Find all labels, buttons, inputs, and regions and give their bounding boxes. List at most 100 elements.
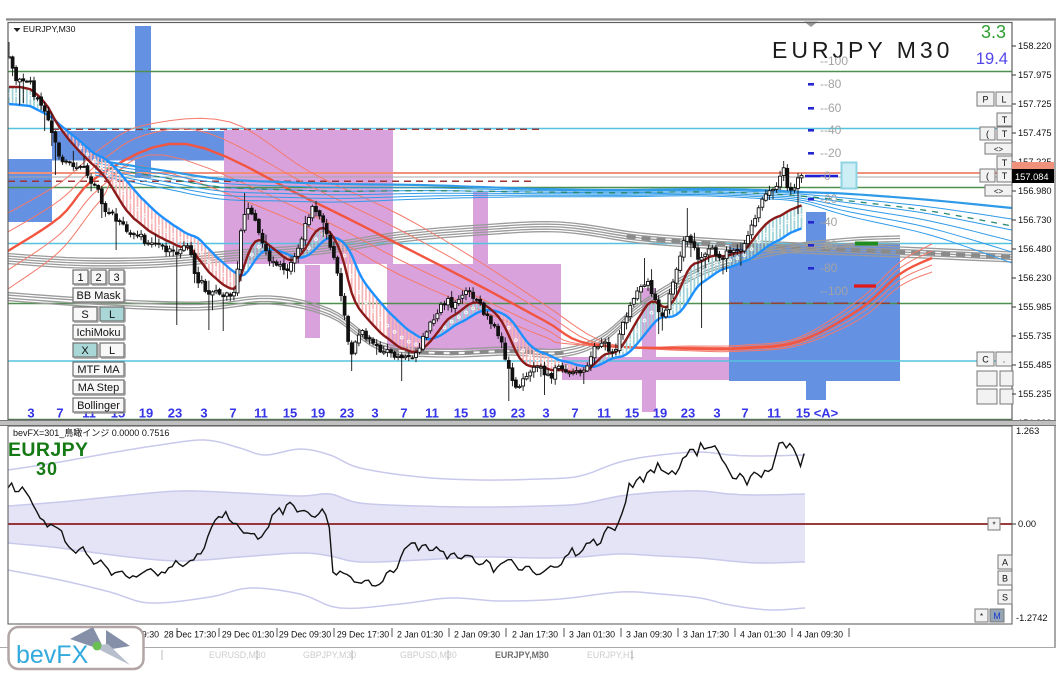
svg-text:--80: --80 xyxy=(820,77,842,91)
svg-text:09:30: 09:30 xyxy=(137,630,159,640)
svg-text:A: A xyxy=(1002,558,1008,568)
svg-text:3: 3 xyxy=(371,406,378,421)
svg-text:1: 1 xyxy=(77,272,83,284)
svg-text:-0: -0 xyxy=(820,169,831,183)
svg-text:23: 23 xyxy=(681,406,695,421)
svg-text:7: 7 xyxy=(400,406,407,421)
svg-text:MTF MA: MTF MA xyxy=(77,364,120,376)
svg-text:23: 23 xyxy=(168,406,182,421)
svg-text:GBPJPY,M30: GBPJPY,M30 xyxy=(303,650,356,660)
svg-text:-40: -40 xyxy=(820,215,838,229)
svg-text:3 Jan 09:30: 3 Jan 09:30 xyxy=(626,630,672,640)
svg-text:T: T xyxy=(1002,129,1008,139)
svg-text:11: 11 xyxy=(254,406,268,421)
svg-text:11: 11 xyxy=(597,406,611,421)
svg-text:2 Jan 09:30: 2 Jan 09:30 xyxy=(454,630,500,640)
svg-text:2: 2 xyxy=(95,272,101,284)
svg-text:7: 7 xyxy=(56,406,63,421)
svg-text:IchiMoku: IchiMoku xyxy=(76,327,120,339)
svg-text:T: T xyxy=(1002,115,1008,125)
svg-text:4 Jan 01:30: 4 Jan 01:30 xyxy=(740,630,786,640)
svg-text:3 Jan 01:30: 3 Jan 01:30 xyxy=(569,630,615,640)
svg-text:29 Dec 01:30: 29 Dec 01:30 xyxy=(222,630,274,640)
svg-text:19: 19 xyxy=(653,406,667,421)
svg-text:M: M xyxy=(993,611,1001,621)
svg-text:15: 15 xyxy=(796,406,810,421)
svg-text:4 Jan 09:30: 4 Jan 09:30 xyxy=(797,630,843,640)
svg-text:2 Jan 01:30: 2 Jan 01:30 xyxy=(397,630,443,640)
svg-text:157.084: 157.084 xyxy=(1015,172,1049,182)
svg-text:3 Jan 17:30: 3 Jan 17:30 xyxy=(683,630,729,640)
svg-text:X: X xyxy=(81,345,89,357)
svg-text:29 Dec 17:30: 29 Dec 17:30 xyxy=(337,630,389,640)
svg-text:--20: --20 xyxy=(820,146,842,160)
svg-text:15: 15 xyxy=(283,406,297,421)
svg-text:157.725: 157.725 xyxy=(1018,99,1052,109)
svg-text:L: L xyxy=(1001,95,1006,105)
svg-text:15: 15 xyxy=(454,406,468,421)
svg-text:7: 7 xyxy=(571,406,578,421)
svg-text:B: B xyxy=(1002,574,1008,584)
svg-text:*: * xyxy=(992,521,995,530)
svg-text:EURJPY,M30: EURJPY,M30 xyxy=(23,24,76,34)
svg-text:C: C xyxy=(982,355,989,365)
svg-text:BB Mask: BB Mask xyxy=(76,290,121,302)
svg-text:15: 15 xyxy=(625,406,639,421)
svg-text:7: 7 xyxy=(229,406,236,421)
svg-text:23: 23 xyxy=(340,406,354,421)
svg-text:11: 11 xyxy=(425,406,439,421)
svg-text:0.00: 0.00 xyxy=(1018,519,1036,529)
svg-text:156.730: 156.730 xyxy=(1018,215,1052,225)
svg-text:EURJPY M30: EURJPY M30 xyxy=(772,37,953,63)
svg-text:EURUSD,M30: EURUSD,M30 xyxy=(209,650,266,660)
svg-text:GBPUSD,M30: GBPUSD,M30 xyxy=(400,650,457,660)
svg-text:155.235: 155.235 xyxy=(1018,389,1052,399)
svg-text:-1.2742: -1.2742 xyxy=(1016,613,1048,623)
svg-text:155.485: 155.485 xyxy=(1018,360,1052,370)
svg-text:bevFX: bevFX xyxy=(16,641,89,669)
svg-text:<>: <> xyxy=(994,187,1004,196)
svg-text:3: 3 xyxy=(542,406,549,421)
svg-text:23: 23 xyxy=(511,406,525,421)
svg-text:158.220: 158.220 xyxy=(1018,41,1052,51)
svg-text:-60: -60 xyxy=(820,238,838,252)
svg-text:156.480: 156.480 xyxy=(1018,244,1052,254)
svg-text:-20: -20 xyxy=(820,192,838,206)
svg-text:S: S xyxy=(1002,593,1008,603)
svg-text:--40: --40 xyxy=(820,123,842,137)
svg-text:156.230: 156.230 xyxy=(1018,273,1052,283)
svg-text:19: 19 xyxy=(139,406,153,421)
svg-text:P: P xyxy=(982,95,988,105)
svg-text:T: T xyxy=(1002,171,1008,181)
svg-text:157.975: 157.975 xyxy=(1018,70,1052,80)
svg-text:19: 19 xyxy=(482,406,496,421)
svg-text:3: 3 xyxy=(713,406,720,421)
svg-text:<A>: <A> xyxy=(814,406,839,421)
svg-text:3: 3 xyxy=(113,272,119,284)
svg-text:157.475: 157.475 xyxy=(1018,128,1052,138)
svg-text:30: 30 xyxy=(36,459,58,479)
svg-text:--60: --60 xyxy=(820,101,842,115)
svg-text:155.735: 155.735 xyxy=(1018,331,1052,341)
svg-text:EURJPY,M30: EURJPY,M30 xyxy=(495,650,549,660)
svg-text:--100: --100 xyxy=(820,284,848,298)
svg-text:156.980: 156.980 xyxy=(1018,186,1052,196)
svg-text:3: 3 xyxy=(27,406,34,421)
svg-text:155.985: 155.985 xyxy=(1018,302,1052,312)
svg-text:11: 11 xyxy=(767,406,781,421)
svg-text:29 Dec 09:30: 29 Dec 09:30 xyxy=(279,630,331,640)
svg-text:19: 19 xyxy=(311,406,325,421)
svg-text:--100: --100 xyxy=(820,54,848,68)
svg-text:3: 3 xyxy=(200,406,207,421)
svg-text:EURJPY: EURJPY xyxy=(8,439,88,461)
svg-text:2 Jan 17:30: 2 Jan 17:30 xyxy=(512,630,558,640)
svg-text:*: * xyxy=(980,612,983,621)
svg-text:.: . xyxy=(1003,355,1006,365)
svg-text:bevFX=301_鳥瞰インジ 0.0000 0.7516: bevFX=301_鳥瞰インジ 0.0000 0.7516 xyxy=(13,427,169,438)
svg-text:T: T xyxy=(1002,158,1008,168)
svg-text:1.263: 1.263 xyxy=(1016,426,1039,436)
svg-text:L: L xyxy=(109,309,115,321)
svg-text:28 Dec 17:30: 28 Dec 17:30 xyxy=(164,630,216,640)
svg-text:S: S xyxy=(81,309,88,321)
svg-text:(: ( xyxy=(986,129,989,139)
